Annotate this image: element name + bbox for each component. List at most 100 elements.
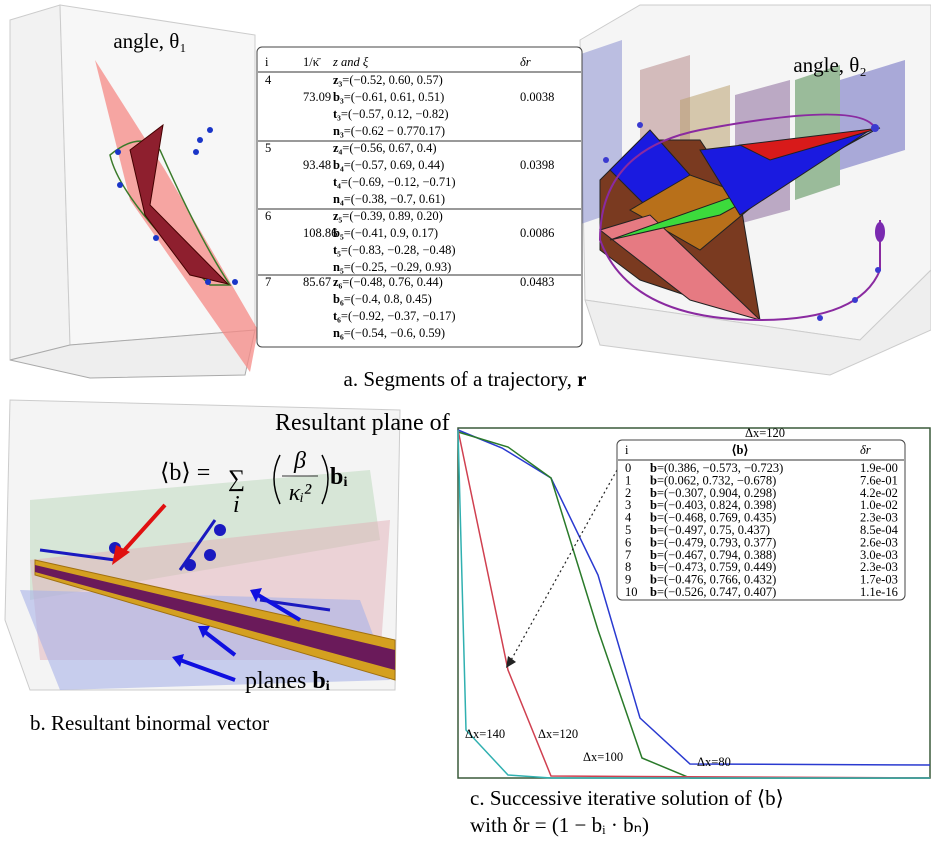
symbol: t₆ xyxy=(333,309,341,323)
table-cell: b=(−0.473, 0.759, 0.449) xyxy=(650,560,776,574)
table-cell: 8 xyxy=(625,560,631,574)
table-header: z and ξ xyxy=(332,55,369,69)
symbol: b xyxy=(650,473,657,487)
table-cell: 2.3e-03 xyxy=(860,560,898,574)
table-cell: 1.7e-03 xyxy=(860,573,898,587)
vector: =(−0.526, 0.747, 0.407) xyxy=(657,585,776,599)
symbol: n₅ xyxy=(333,260,344,274)
formula-sum: ∑ xyxy=(228,466,245,492)
table-cell: 0.0086 xyxy=(520,226,554,240)
table-cell: b=(−0.403, 0.824, 0.398) xyxy=(650,498,776,512)
table-cell: 93.48 xyxy=(303,158,331,172)
table-cell: b=(0.386, −0.573, −0.723) xyxy=(650,461,783,475)
table-cell: 73.09 xyxy=(303,90,331,104)
symbol: b xyxy=(650,585,657,599)
table-cell: 0.0483 xyxy=(520,275,554,289)
vector: =(−0.57, 0.69, 0.44) xyxy=(344,158,445,172)
table-cell: b₆=(−0.4, 0.8, 0.45) xyxy=(333,292,432,306)
plot-a-left xyxy=(9,4,258,379)
table-cell: 6 xyxy=(625,535,631,549)
vector: =(−0.92, −0.37, −0.17) xyxy=(341,309,456,323)
symbol: b xyxy=(650,486,657,500)
vector: =(−0.25, −0.29, 0.93) xyxy=(344,260,452,274)
vector: =(−0.39, 0.89, 0.20) xyxy=(342,209,443,223)
table-cell: 3 xyxy=(625,498,631,512)
table-cell: b=(−0.307, 0.904, 0.298) xyxy=(650,486,776,500)
plot-b xyxy=(4,399,401,691)
table-header: δr xyxy=(520,55,531,69)
vector: =(−0.473, 0.759, 0.449) xyxy=(657,560,776,574)
vector: =(0.386, −0.573, −0.723) xyxy=(657,461,783,475)
symbol: b₃ xyxy=(333,90,344,104)
symbol: b₄ xyxy=(333,158,344,172)
table-cell: 8.5e-04 xyxy=(860,523,899,537)
table-header: 1/κ̄ xyxy=(303,55,321,69)
vector: =(0.062, 0.732, −0.678) xyxy=(657,473,776,487)
table-cell: 10 xyxy=(625,585,638,599)
table-cell: z₅=(−0.39, 0.89, 0.20) xyxy=(333,209,443,223)
table-cell: b₄=(−0.57, 0.69, 0.44) xyxy=(333,158,444,172)
annotation: Resultant plane of xyxy=(275,410,450,436)
table-cell: b₃=(−0.61, 0.61, 0.51) xyxy=(333,90,444,104)
plot-title: angle, θ₁ xyxy=(113,29,186,53)
symbol: b₅ xyxy=(333,226,344,240)
table-cell: 7 xyxy=(265,275,271,289)
annotation: planes bᵢ xyxy=(245,668,330,694)
table-header: i xyxy=(265,55,269,69)
vector: =(−0.467, 0.794, 0.388) xyxy=(657,548,776,562)
vector: =(−0.52, 0.60, 0.57) xyxy=(342,73,443,87)
vector: =(−0.69, −0.12, −0.71) xyxy=(341,175,456,189)
table-cell: t₃=(−0.57, 0.12, −0.82) xyxy=(333,107,449,121)
symbol: t₄ xyxy=(333,175,341,189)
table-cell: 4 xyxy=(625,511,632,525)
caption: a. Segments of a trajectory, r xyxy=(344,367,587,391)
table-cell: b=(−0.526, 0.747, 0.407) xyxy=(650,585,776,599)
label-symbol: bᵢ xyxy=(312,668,330,694)
symbol: b xyxy=(650,573,657,587)
formula-lhs: ⟨b⟩ = xyxy=(160,460,210,486)
symbol: z₅ xyxy=(333,209,343,223)
label-text: planes xyxy=(245,668,312,694)
table-cell: 6 xyxy=(265,209,271,223)
table-cell: b=(−0.476, 0.766, 0.432) xyxy=(650,573,776,587)
formula-denominator: κᵢ² xyxy=(289,480,312,506)
curve-label: Δx=80 xyxy=(697,755,731,769)
vector: =(−0.468, 0.769, 0.435) xyxy=(657,511,776,525)
table-cell: b=(0.062, 0.732, −0.678) xyxy=(650,473,776,487)
table-cell: 2 xyxy=(625,486,631,500)
vector: =(−0.41, 0.9, 0.17) xyxy=(344,226,438,240)
table-header: i xyxy=(625,443,629,457)
symbol: n₆ xyxy=(333,326,344,340)
symbol: n₃ xyxy=(333,124,344,138)
table-cell: z₃=(−0.52, 0.60, 0.57) xyxy=(333,73,443,87)
vector: =(−0.83, −0.28, −0.48) xyxy=(341,243,456,257)
table-cell: 7 xyxy=(625,548,631,562)
table-cell: n₆=(−0.54, −0.6, 0.59) xyxy=(333,326,445,340)
table-cell: 0.0398 xyxy=(520,158,554,172)
table-cell: 4.2e-02 xyxy=(860,486,898,500)
caption: b. Resultant binormal vector xyxy=(30,711,269,735)
plot-c xyxy=(457,427,931,779)
symbol: t₅ xyxy=(333,243,341,257)
vector: =(−0.57, 0.12, −0.82) xyxy=(341,107,449,121)
vector: =(−0.62 − 0.770.17) xyxy=(344,124,445,138)
paren xyxy=(273,454,329,505)
table-cell: 108.86 xyxy=(303,226,337,240)
symbol: b xyxy=(650,548,657,562)
symbol: z₃ xyxy=(333,73,343,87)
symbol: z₆ xyxy=(333,275,343,289)
formula-index: i xyxy=(233,492,240,518)
vector: =(−0.497, 0.75, 0.437) xyxy=(657,523,770,537)
table-cell: 1.9e-00 xyxy=(860,461,898,475)
table-cell: z₄=(−0.56, 0.67, 0.4) xyxy=(333,141,437,155)
table-header: ⟨b⟩ xyxy=(732,443,749,457)
table-title: Δx=120 xyxy=(745,426,785,440)
table-a-box xyxy=(256,46,583,348)
caption: c. Successive iterative solution of ⟨b⟩ xyxy=(470,786,784,810)
caption: with δr = (1 − bᵢ · bₙ) xyxy=(470,813,649,837)
vector: =(−0.54, −0.6, 0.59) xyxy=(344,326,445,340)
table-cell: n₃=(−0.62 − 0.770.17) xyxy=(333,124,445,138)
symbol: b xyxy=(650,461,657,475)
